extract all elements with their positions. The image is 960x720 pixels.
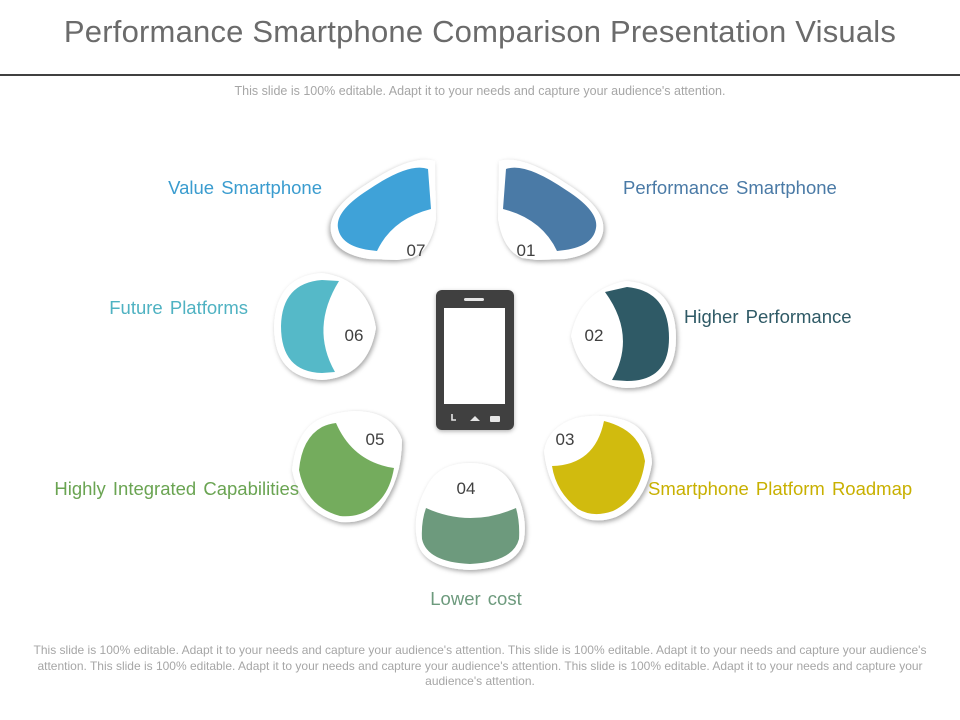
petal-04-label: Lower cost bbox=[430, 588, 522, 609]
petal-01-number: 01 bbox=[517, 241, 536, 260]
petal-04 bbox=[415, 463, 525, 570]
petal-06-label: Future Platforms bbox=[109, 297, 248, 318]
petal-07-fill bbox=[337, 167, 431, 251]
smartphone-icon bbox=[436, 290, 514, 430]
petal-07-label: Value Smartphone bbox=[168, 177, 322, 198]
petal-06-fill bbox=[281, 280, 339, 373]
petal-02 bbox=[571, 281, 676, 388]
petal-06-number: 06 bbox=[345, 326, 364, 345]
petal-07-number: 07 bbox=[407, 241, 426, 260]
footer-text: This slide is 100% editable. Adapt it to… bbox=[33, 643, 927, 688]
petal-01 bbox=[498, 159, 604, 260]
petal-01-fill bbox=[503, 167, 597, 251]
page-subtitle: This slide is 100% editable. Adapt it to… bbox=[234, 84, 726, 98]
petal-04-fill bbox=[421, 508, 520, 564]
petal-02-label: Higher Performance bbox=[684, 306, 852, 327]
title-divider bbox=[0, 74, 960, 76]
petal-03 bbox=[544, 415, 652, 521]
page-title: Performance Smartphone Comparison Presen… bbox=[63, 14, 897, 49]
petal-02-fill bbox=[605, 287, 669, 381]
petal-05-fill bbox=[299, 423, 394, 517]
petal-03-number: 03 bbox=[556, 430, 575, 449]
petal-02-number: 02 bbox=[585, 326, 604, 345]
petal-03-fill bbox=[552, 421, 645, 515]
petal-05 bbox=[292, 411, 402, 523]
petal-05-label: Highly Integrated Capabilities bbox=[54, 478, 299, 499]
petal-01-label: Performance Smartphone bbox=[623, 177, 837, 198]
petal-05-number: 05 bbox=[366, 430, 385, 449]
petal-03-label: Smartphone Platform Roadmap bbox=[648, 478, 913, 499]
petal-04-number: 04 bbox=[457, 479, 476, 498]
petal-06 bbox=[274, 273, 376, 380]
petal-07 bbox=[330, 159, 436, 260]
petal-01-shape bbox=[498, 159, 604, 260]
